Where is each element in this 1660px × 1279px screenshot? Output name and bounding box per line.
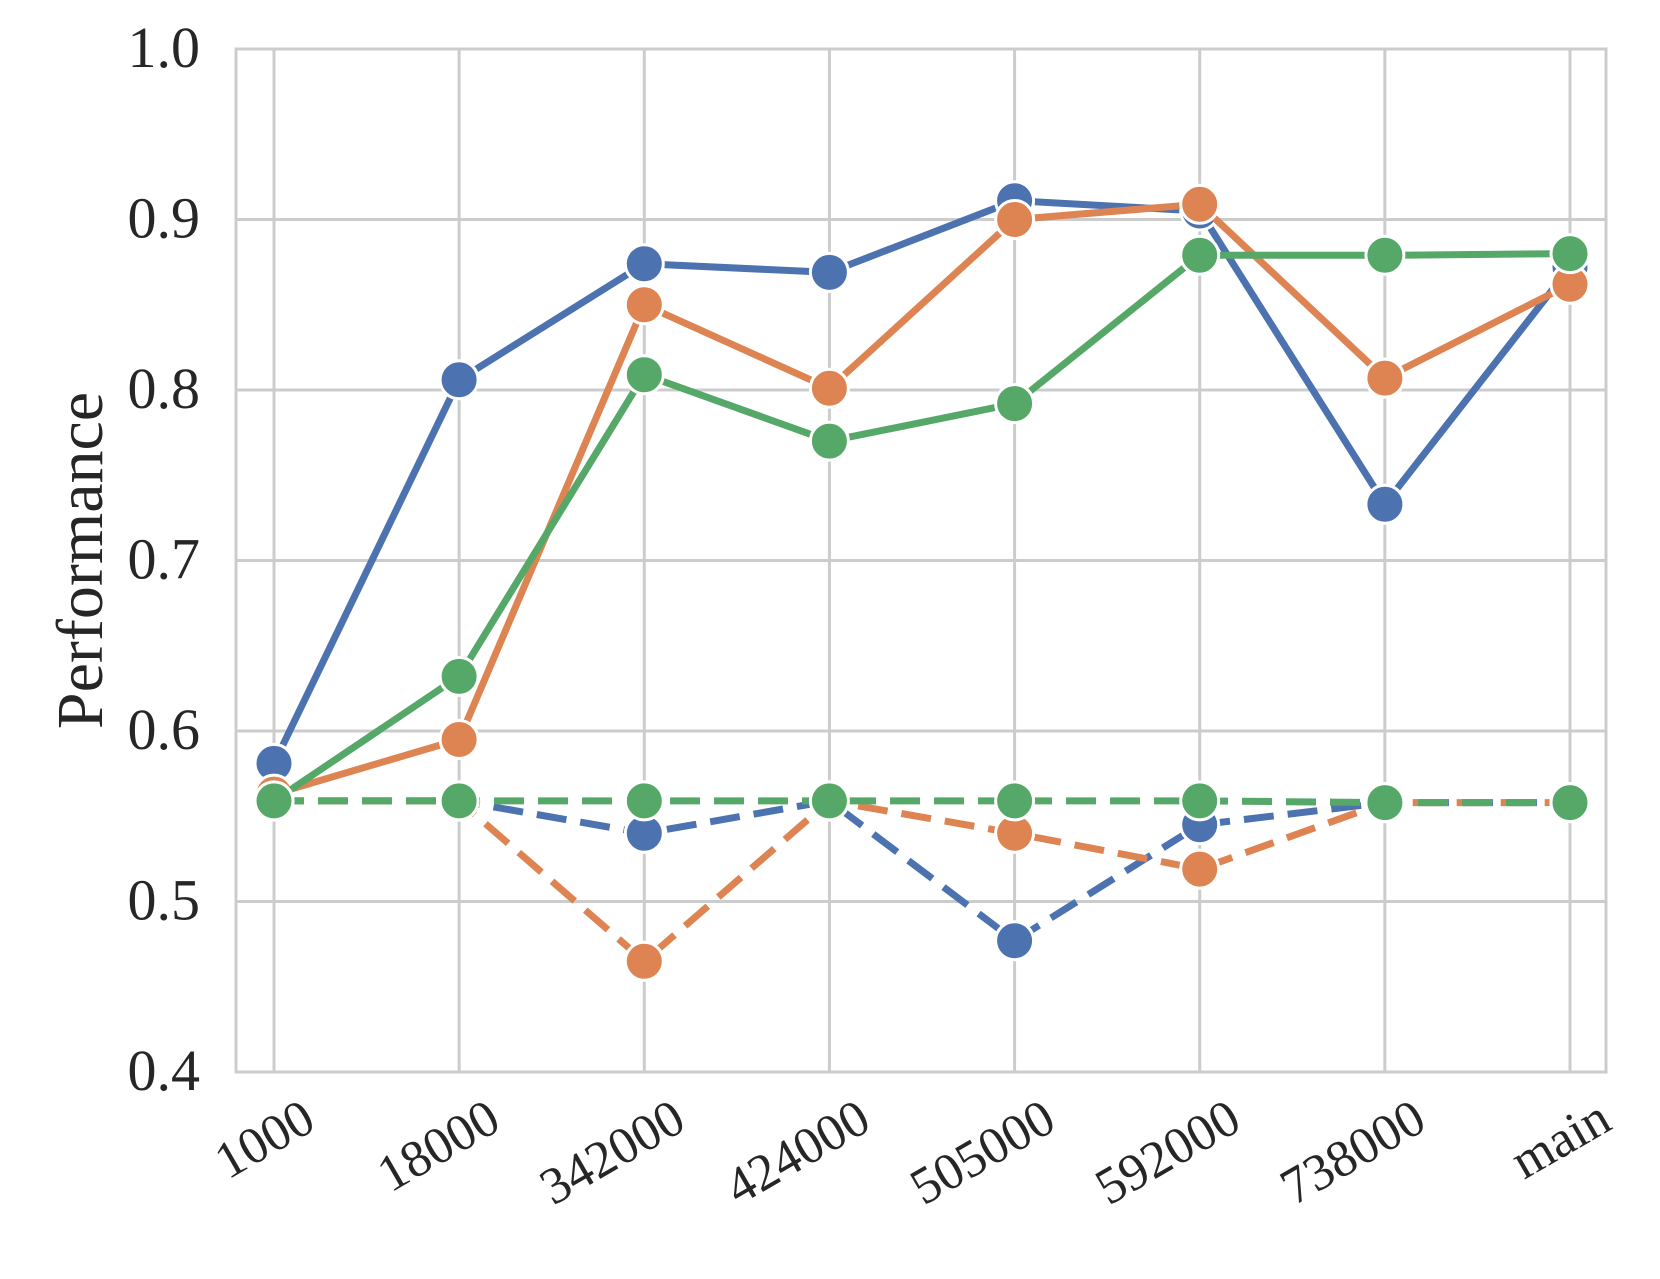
data-point bbox=[1364, 357, 1406, 399]
y-tick-label: 0.6 bbox=[128, 697, 201, 762]
data-point bbox=[1364, 483, 1406, 525]
series-line bbox=[273, 200, 1572, 798]
data-point bbox=[808, 420, 850, 462]
y-tick-label: 0.7 bbox=[128, 527, 201, 592]
data-point bbox=[808, 780, 850, 822]
series-line bbox=[274, 797, 1570, 945]
data-point bbox=[808, 367, 850, 409]
series-layer bbox=[253, 180, 1591, 982]
data-point bbox=[994, 780, 1036, 822]
data-point bbox=[623, 354, 665, 396]
y-tick-label: 1.0 bbox=[128, 15, 201, 80]
data-point bbox=[1179, 780, 1221, 822]
data-point bbox=[438, 780, 480, 822]
data-point bbox=[438, 359, 480, 401]
data-point bbox=[1364, 234, 1406, 276]
data-point bbox=[994, 920, 1036, 962]
data-point bbox=[623, 284, 665, 326]
data-point bbox=[623, 940, 665, 982]
plot-frame bbox=[234, 47, 1608, 1074]
data-point bbox=[623, 780, 665, 822]
data-point bbox=[1179, 234, 1221, 276]
data-point bbox=[994, 383, 1036, 425]
data-point bbox=[808, 251, 850, 293]
data-point bbox=[253, 780, 295, 822]
series-line bbox=[274, 797, 1570, 807]
y-tick-label: 0.4 bbox=[128, 1038, 201, 1103]
series-line bbox=[272, 250, 1571, 804]
y-tick-label: 0.8 bbox=[128, 356, 201, 421]
y-tick-label: 0.5 bbox=[128, 868, 201, 933]
data-point bbox=[438, 655, 480, 697]
y-axis-label: Performance bbox=[44, 392, 117, 729]
series-3 bbox=[253, 233, 1591, 822]
series-line bbox=[270, 197, 1573, 765]
data-point bbox=[1179, 183, 1221, 225]
data-point bbox=[438, 719, 480, 760]
series-line bbox=[274, 797, 1570, 965]
data-point bbox=[1179, 848, 1221, 890]
data-point bbox=[1549, 782, 1591, 824]
y-tick-labels: 0.4 0.5 0.6 0.7 0.8 0.9 1.0 bbox=[128, 15, 201, 1103]
data-point bbox=[623, 243, 665, 285]
data-point bbox=[994, 199, 1036, 240]
data-point bbox=[1364, 782, 1406, 824]
data-point bbox=[1549, 233, 1591, 275]
y-tick-label: 0.9 bbox=[128, 186, 201, 251]
